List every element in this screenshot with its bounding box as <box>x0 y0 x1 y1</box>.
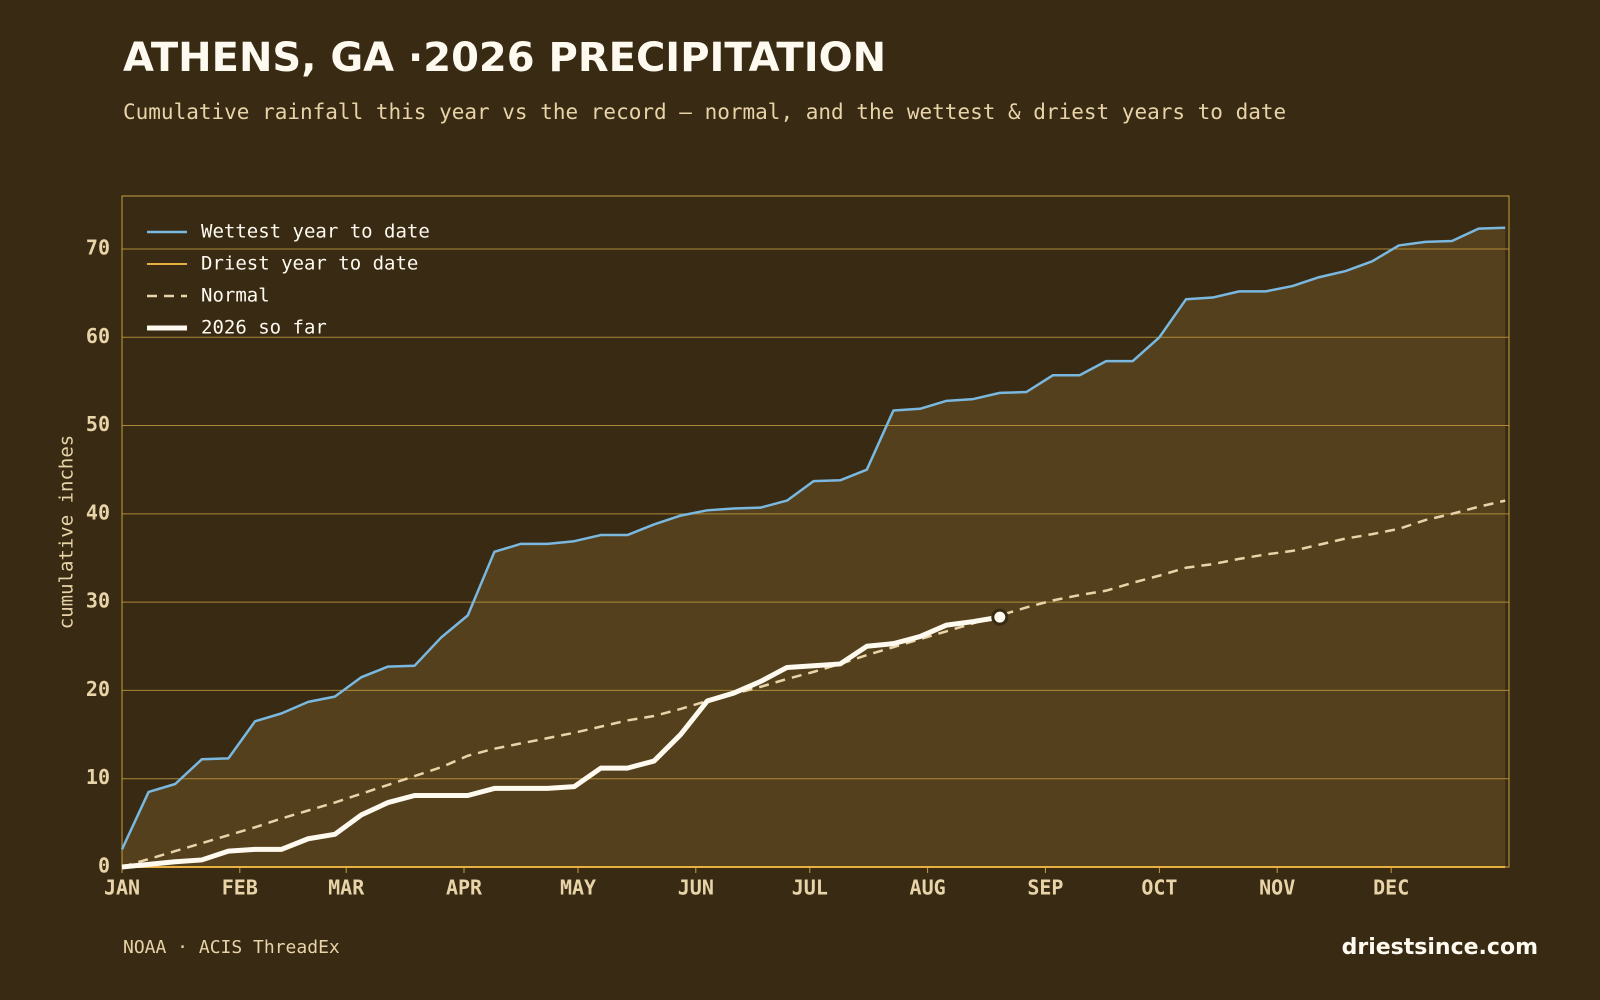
x-tick-label: JUL <box>792 876 828 900</box>
x-tick-label: SEP <box>1027 876 1063 900</box>
x-tick-label: DEC <box>1373 876 1409 900</box>
y-tick-label: 40 <box>86 500 110 524</box>
x-tick-label: JAN <box>104 876 140 900</box>
chart-subtitle: Cumulative rainfall this year vs the rec… <box>123 100 1286 124</box>
y-tick-label: 20 <box>86 677 110 701</box>
y-tick-label: 10 <box>86 765 110 789</box>
end-marker <box>991 608 1009 626</box>
y-tick-label: 0 <box>98 854 110 878</box>
chart-title: ATHENS, GA ·2026 PRECIPITATION <box>123 35 886 81</box>
y-tick-label: 70 <box>86 235 110 259</box>
x-tick-label: OCT <box>1141 876 1177 900</box>
x-tick-label: MAR <box>328 876 365 900</box>
legend-label: Driest year to date <box>201 253 418 275</box>
series-line <box>120 226 1506 850</box>
x-tick-label: APR <box>446 876 483 900</box>
series-line <box>121 499 1506 869</box>
x-tick-label: FEB <box>222 876 258 900</box>
series-line <box>121 614 1001 870</box>
x-tick-label: MAY <box>560 876 596 900</box>
legend-label: Wettest year to date <box>201 221 430 243</box>
y-axis-label: cumulative inches <box>56 435 78 629</box>
y-tick-label: 30 <box>86 589 110 613</box>
range-fill <box>122 227 1506 868</box>
x-tick-label: NOV <box>1259 876 1295 900</box>
x-tick-label: AUG <box>910 876 946 900</box>
y-tick-label: 50 <box>86 412 110 436</box>
legend-label: 2026 so far <box>201 317 327 339</box>
brand: driestsince.com <box>1342 935 1538 960</box>
legend-label: Normal <box>201 285 270 307</box>
y-tick-label: 60 <box>86 324 110 348</box>
source: NOAA · ACIS ThreadEx <box>123 937 340 958</box>
x-tick-label: JUN <box>678 876 714 900</box>
